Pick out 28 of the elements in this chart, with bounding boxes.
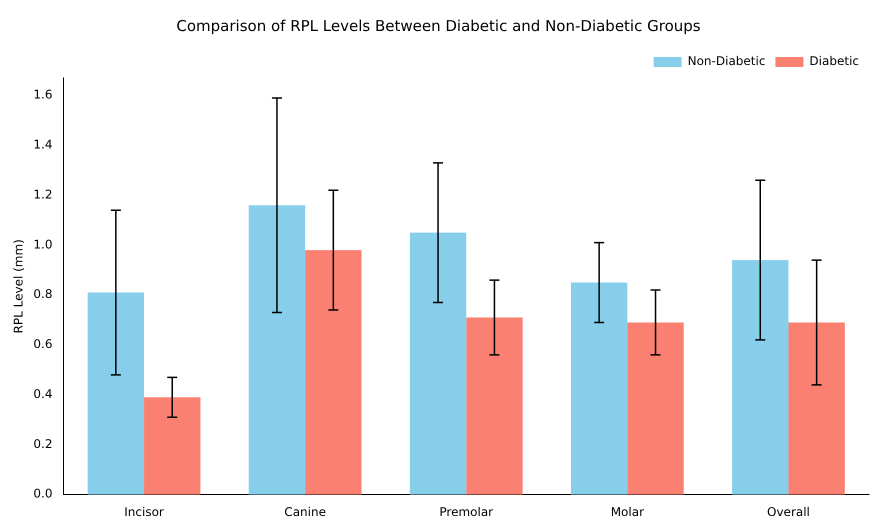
y-tick-label: 1.0 (33, 237, 52, 252)
bar (248, 205, 306, 495)
y-tick-label: 1.4 (33, 137, 52, 152)
y-tick-label: 0.6 (33, 337, 52, 352)
y-tick-label: 1.2 (33, 187, 52, 202)
x-tick-label: Molar (610, 504, 644, 519)
legend-label: Diabetic (809, 54, 860, 68)
legend-label: Non-Diabetic (688, 54, 766, 68)
bar (732, 260, 788, 495)
bar (88, 292, 144, 495)
bar (144, 397, 200, 495)
chart-title: Comparison of RPL Levels Between Diabetic and Non-Diabetic Groups (176, 16, 701, 35)
bar (466, 317, 523, 495)
y-tick-label: 0.4 (33, 386, 52, 401)
y-tick-label: 0.2 (33, 436, 52, 451)
y-tick-label: 1.6 (33, 88, 52, 102)
bar (570, 282, 628, 495)
bar (627, 322, 684, 495)
x-tick-label: Premolar (439, 504, 494, 519)
bar (305, 250, 362, 495)
x-tick-label: Canine (284, 504, 326, 519)
bar (788, 322, 845, 495)
y-tick-label: 0.0 (33, 486, 52, 501)
bar (410, 232, 466, 495)
x-tick-label: Incisor (124, 504, 164, 519)
x-tick-label: Overall (767, 504, 810, 519)
y-tick-label: 0.8 (33, 287, 52, 302)
y-axis-title: RPL Level (mm) (11, 239, 26, 334)
